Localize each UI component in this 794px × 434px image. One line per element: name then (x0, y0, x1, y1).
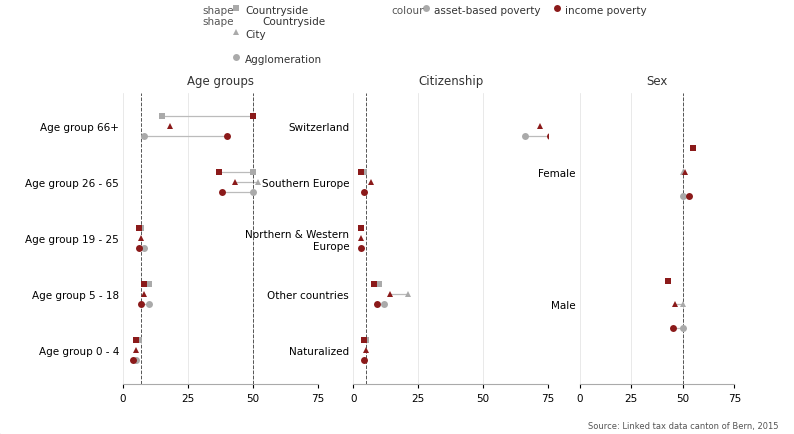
Text: colour: colour (391, 6, 424, 16)
Text: income poverty: income poverty (565, 6, 646, 16)
Title: Age groups: Age groups (187, 75, 254, 88)
Text: shape: shape (202, 17, 234, 27)
Text: Countryside: Countryside (262, 17, 326, 27)
Text: Countryside: Countryside (245, 6, 309, 16)
Text: shape: shape (202, 6, 233, 16)
Title: Citizenship: Citizenship (418, 75, 484, 88)
Text: Source: Linked tax data canton of Bern, 2015: Source: Linked tax data canton of Bern, … (588, 421, 778, 430)
Title: Sex: Sex (646, 75, 668, 88)
Text: asset-based poverty: asset-based poverty (434, 6, 540, 16)
Text: Agglomeration: Agglomeration (245, 55, 322, 65)
Text: City: City (245, 30, 266, 40)
